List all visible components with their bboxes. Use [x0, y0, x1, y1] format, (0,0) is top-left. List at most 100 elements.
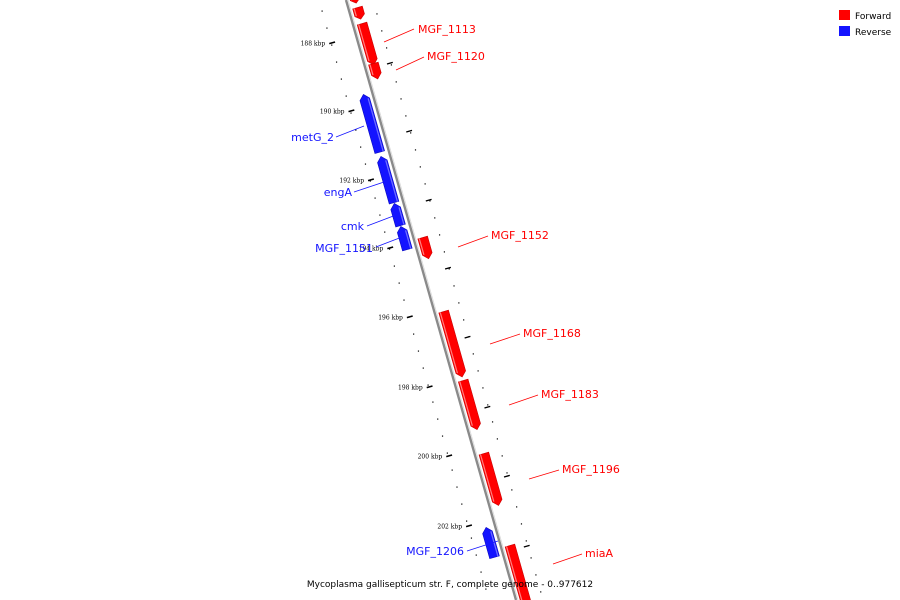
tick-dot: [360, 146, 362, 148]
gene-label[interactable]: MGF_1113: [418, 23, 476, 36]
gene-label[interactable]: engA: [324, 186, 353, 199]
tick-dot: [385, 47, 388, 49]
gene-label-leader: [383, 28, 415, 43]
major-tick: [465, 524, 473, 528]
gene-highlight: [367, 98, 384, 152]
gene-label-leader: [552, 553, 583, 565]
gene-label-leader: [508, 394, 539, 406]
tick-dot: [441, 435, 444, 437]
tick-dot: [350, 112, 352, 114]
tick-label: 194 kbp: [359, 246, 384, 253]
gene-arrow[interactable]: [478, 451, 503, 506]
tick-dot: [424, 183, 426, 185]
gene-arrow[interactable]: [390, 203, 406, 228]
tick-dot: [446, 452, 448, 454]
tick-dot: [398, 282, 400, 284]
tick-dot: [400, 98, 402, 100]
legend-forward-swatch: [839, 10, 850, 20]
gene-arrow[interactable]: [368, 61, 382, 80]
tick-dot: [463, 319, 465, 321]
gene-arrow[interactable]: [352, 5, 365, 20]
gene-arrow[interactable]: [397, 226, 413, 252]
tick-dot: [540, 591, 542, 593]
gene-label[interactable]: MGF_1151: [315, 242, 373, 255]
tick-dot: [369, 180, 371, 182]
tick-dot: [530, 557, 532, 559]
tick-dot: [456, 486, 458, 488]
gene-arrow[interactable]: [417, 235, 433, 260]
tick-dot: [355, 129, 357, 131]
minor-tick: [406, 129, 413, 133]
gene-highlight: [479, 454, 495, 502]
legend-reverse-swatch: [839, 26, 850, 36]
gene-arrow[interactable]: [356, 21, 378, 66]
gene-label[interactable]: miaA: [585, 547, 614, 560]
tick-dot: [427, 384, 429, 386]
tick-dot: [438, 234, 441, 236]
gene-label[interactable]: MGF_1183: [541, 388, 599, 401]
tick-dot: [388, 248, 391, 250]
tick-dot: [466, 520, 468, 522]
tick-label: 198 kbp: [398, 385, 423, 392]
gene-label-leader: [395, 56, 425, 71]
tick-dot: [417, 350, 420, 352]
tick-dot: [364, 163, 367, 165]
tick-dot: [393, 265, 395, 267]
gene-labels: MGF_1113 MGF_1120 metG_2 engA cmk MGF_1151 MGF…: [291, 23, 620, 565]
minor-tick: [425, 198, 432, 202]
gene-label[interactable]: MGF_1196: [562, 463, 620, 476]
gene-label-leader: [353, 181, 385, 193]
tick-dot: [443, 251, 445, 253]
gene-arrow[interactable]: [457, 378, 481, 431]
legend: Forward Reverse: [839, 10, 892, 38]
major-tick: [387, 246, 394, 250]
gene-label[interactable]: metG_2: [291, 131, 334, 144]
major-tick: [406, 315, 413, 319]
gene-label[interactable]: MGF_1152: [491, 229, 549, 242]
tick-dot: [340, 78, 342, 80]
gene-label[interactable]: MGF_1120: [427, 50, 485, 63]
genome-caption: Mycoplasma gallisepticum str. F, complet…: [307, 580, 593, 590]
gene-label-leader: [457, 235, 489, 248]
tick-dot: [422, 367, 424, 369]
gene-label-leader: [489, 333, 521, 345]
tick-label: 192 kbp: [339, 178, 364, 185]
tick-dot: [345, 95, 347, 97]
tick-dot: [520, 523, 523, 525]
gene-label[interactable]: MGF_1168: [523, 327, 581, 340]
tick-dot: [429, 200, 431, 202]
gene-label-leader: [466, 540, 499, 552]
tick-dot: [331, 44, 333, 46]
gene-label-leader: [366, 214, 397, 227]
tick-dot: [525, 540, 527, 542]
gene-label-leader: [335, 125, 365, 138]
gene-highlight: [353, 8, 357, 17]
major-tick: [367, 178, 375, 182]
gene-label[interactable]: MGF_1206: [406, 545, 464, 558]
gene-highlight: [385, 160, 399, 202]
tick-dot: [413, 333, 415, 335]
gene-arrow[interactable]: [348, 0, 360, 4]
gene-highlight: [439, 312, 459, 374]
gene-highlight: [418, 238, 425, 256]
tick-label: 190 kbp: [320, 109, 345, 116]
tick-marks: 188 kbp 190 kbp 192 kbp 194 kbp 196 kbp 198 k…: [301, 41, 530, 548]
gene-arrow[interactable]: [377, 156, 400, 205]
tick-dot: [381, 30, 383, 32]
tick-dot: [453, 285, 455, 287]
gene-arrow[interactable]: [359, 94, 385, 154]
gene-arrow[interactable]: [504, 543, 531, 600]
minor-tick: [484, 405, 491, 409]
major-tick: [446, 454, 453, 458]
tick-label: 200 kbp: [418, 454, 443, 461]
tick-dot: [437, 418, 439, 420]
gene-arrow[interactable]: [438, 309, 466, 378]
tick-dot: [496, 438, 498, 440]
tick-dot: [384, 231, 386, 233]
minor-tick: [503, 474, 510, 478]
tick-dot: [516, 506, 518, 508]
gene-highlight: [358, 24, 370, 62]
gene-label[interactable]: cmk: [341, 220, 365, 233]
tick-dot: [410, 132, 412, 134]
